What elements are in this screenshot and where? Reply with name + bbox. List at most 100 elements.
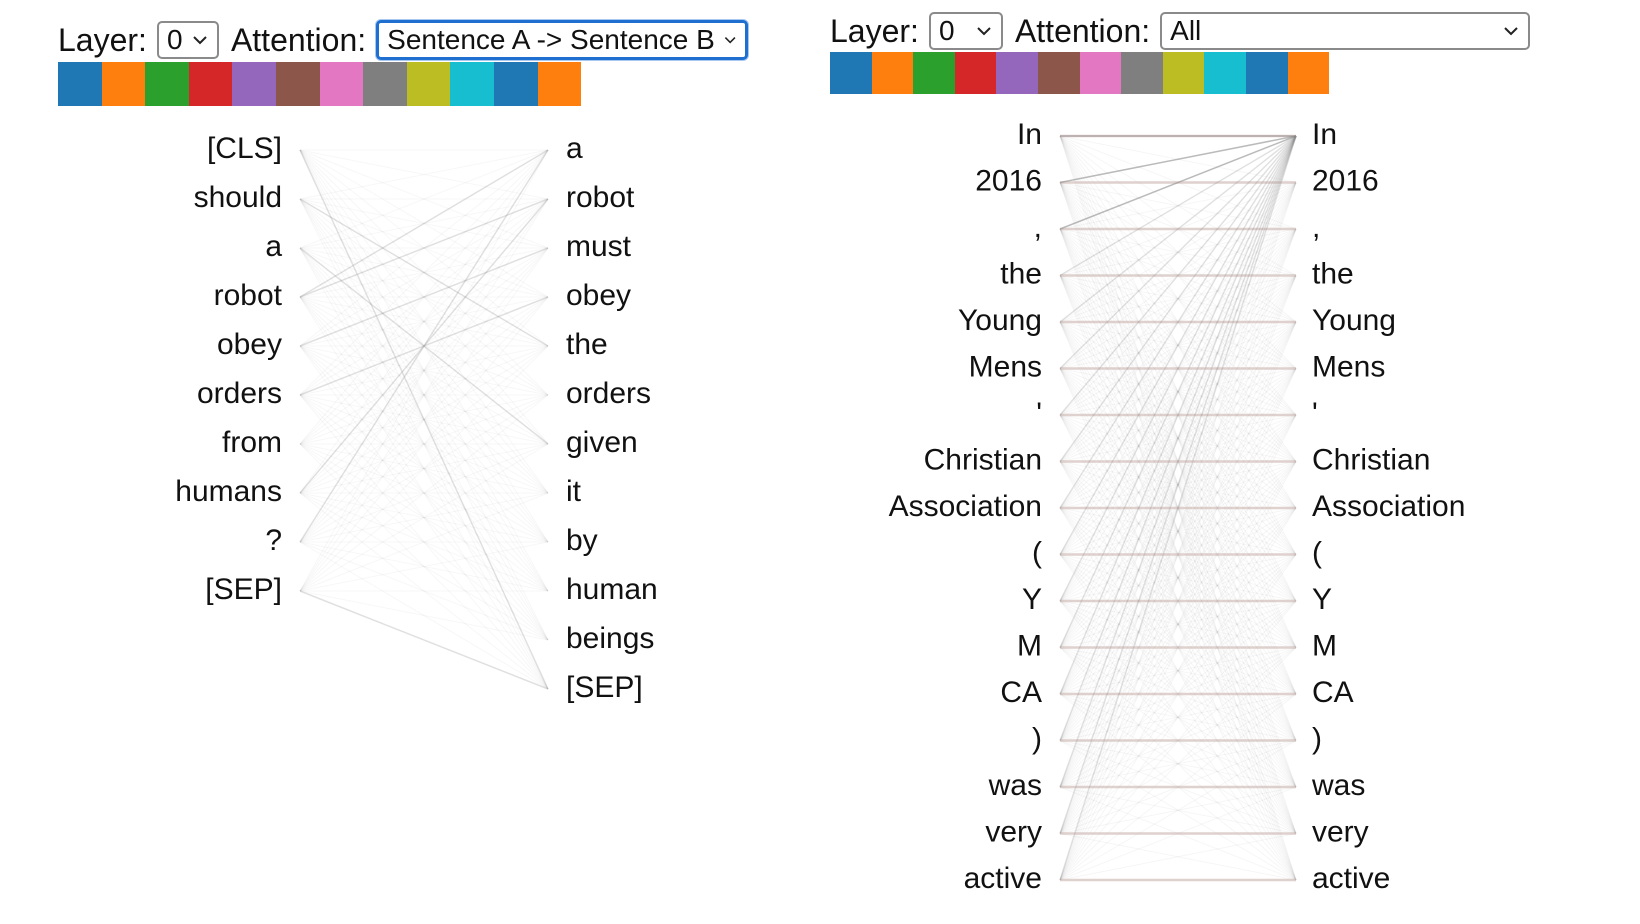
target-token[interactable]: M	[1312, 629, 1337, 662]
source-token[interactable]: orders	[197, 377, 282, 410]
attention-line	[299, 198, 549, 347]
layer-select[interactable]: 0	[156, 21, 219, 59]
head-swatch[interactable]	[1162, 52, 1205, 94]
attention-line	[299, 492, 549, 690]
head-swatch[interactable]	[188, 62, 233, 106]
target-token[interactable]: orders	[566, 377, 651, 410]
attention-line	[1059, 321, 1297, 462]
head-swatch[interactable]	[58, 62, 102, 106]
head-swatch[interactable]	[319, 62, 364, 106]
source-token[interactable]: 2016	[975, 164, 1042, 197]
attention-select[interactable]: All	[1160, 12, 1531, 50]
source-token[interactable]: the	[1000, 257, 1042, 290]
attention-select[interactable]: Sentence A -> Sentence B	[376, 20, 749, 60]
head-swatch[interactable]	[1079, 52, 1122, 94]
target-token[interactable]: '	[1312, 397, 1318, 430]
target-token[interactable]: a	[566, 132, 583, 165]
head-swatch[interactable]	[406, 62, 451, 106]
source-token[interactable]: robot	[214, 279, 283, 312]
target-token[interactable]: Y	[1312, 583, 1332, 616]
source-token[interactable]: )	[1032, 722, 1042, 755]
source-token[interactable]: [CLS]	[207, 132, 282, 165]
head-swatch[interactable]	[871, 52, 914, 94]
source-token[interactable]: should	[194, 181, 282, 214]
source-token[interactable]: Association	[889, 490, 1042, 523]
target-token[interactable]: )	[1312, 722, 1322, 755]
target-token[interactable]: active	[1312, 862, 1390, 895]
head-swatch[interactable]	[101, 62, 146, 106]
head-swatch[interactable]	[493, 62, 538, 106]
head-swatch[interactable]	[830, 52, 872, 94]
source-token[interactable]: active	[964, 862, 1042, 895]
source-token[interactable]: very	[985, 815, 1042, 848]
source-token[interactable]: ?	[265, 524, 282, 557]
target-token[interactable]: the	[566, 328, 608, 361]
source-token[interactable]: ,	[1034, 211, 1042, 244]
target-token[interactable]: it	[566, 475, 582, 508]
head-swatch[interactable]	[1037, 52, 1080, 94]
head-swatch[interactable]	[1287, 52, 1330, 94]
attention-line	[299, 443, 549, 494]
head-swatch[interactable]	[996, 52, 1038, 94]
source-token[interactable]: obey	[217, 328, 282, 361]
head-swatch[interactable]	[537, 62, 582, 106]
source-token[interactable]: Mens	[969, 350, 1042, 383]
target-token[interactable]: CA	[1312, 676, 1354, 709]
head-swatch[interactable]	[954, 52, 997, 94]
target-token[interactable]: the	[1312, 257, 1354, 290]
source-token[interactable]: was	[988, 769, 1042, 802]
attention-line	[299, 345, 549, 690]
source-token[interactable]: Young	[958, 304, 1042, 337]
source-token[interactable]: from	[222, 426, 282, 459]
source-token[interactable]: Y	[1022, 583, 1042, 616]
source-token[interactable]: Christian	[924, 443, 1042, 476]
source-token[interactable]: [SEP]	[205, 573, 282, 606]
target-token[interactable]: Association	[1312, 490, 1465, 523]
source-token[interactable]: In	[1017, 118, 1042, 151]
target-token[interactable]: beings	[566, 622, 654, 655]
head-swatch[interactable]	[1245, 52, 1288, 94]
head-swatch[interactable]	[363, 62, 407, 106]
target-token[interactable]: Mens	[1312, 350, 1385, 383]
attention-line	[299, 149, 549, 347]
target-token[interactable]: must	[566, 230, 632, 263]
source-token[interactable]: a	[265, 230, 282, 263]
target-token[interactable]: very	[1312, 815, 1369, 848]
source-token[interactable]: humans	[175, 475, 282, 508]
target-token[interactable]: 2016	[1312, 164, 1379, 197]
target-token[interactable]: obey	[566, 279, 631, 312]
target-token[interactable]: by	[566, 524, 598, 557]
target-token[interactable]: human	[566, 573, 658, 606]
attention-line	[1059, 740, 1297, 881]
head-swatch[interactable]	[145, 62, 189, 106]
target-token[interactable]: ,	[1312, 211, 1320, 244]
attention-panel-left: Layer: 0 Attention: Sentence A -> Senten…	[0, 0, 800, 924]
head-swatch[interactable]	[275, 62, 320, 106]
head-swatch[interactable]	[450, 62, 494, 106]
source-token[interactable]: (	[1032, 536, 1042, 569]
attention-line	[1059, 461, 1297, 695]
attention-line	[1059, 647, 1297, 881]
head-swatch[interactable]	[232, 62, 276, 106]
source-token[interactable]: M	[1017, 629, 1042, 662]
source-token[interactable]: '	[1036, 397, 1042, 430]
attention-line	[1059, 321, 1297, 555]
target-token[interactable]: In	[1312, 118, 1337, 151]
source-token[interactable]: CA	[1000, 676, 1042, 709]
target-token[interactable]: robot	[566, 181, 635, 214]
target-token[interactable]: was	[1311, 769, 1365, 802]
head-swatch[interactable]	[1121, 52, 1163, 94]
target-token[interactable]: Young	[1312, 304, 1396, 337]
attention-line	[1059, 368, 1297, 509]
target-token[interactable]: Christian	[1312, 443, 1430, 476]
attention-line	[1059, 182, 1297, 695]
attention-line	[1059, 228, 1297, 648]
target-token[interactable]: given	[566, 426, 638, 459]
target-token[interactable]: (	[1312, 536, 1322, 569]
attention-panel-right: Layer: 0 Attention: All In 2016, the Young M…	[820, 0, 1640, 924]
target-token[interactable]: [SEP]	[566, 671, 643, 704]
layer-select[interactable]: 0	[928, 12, 1003, 50]
attention-line	[299, 149, 549, 298]
head-swatch[interactable]	[913, 52, 955, 94]
head-swatch[interactable]	[1204, 52, 1246, 94]
